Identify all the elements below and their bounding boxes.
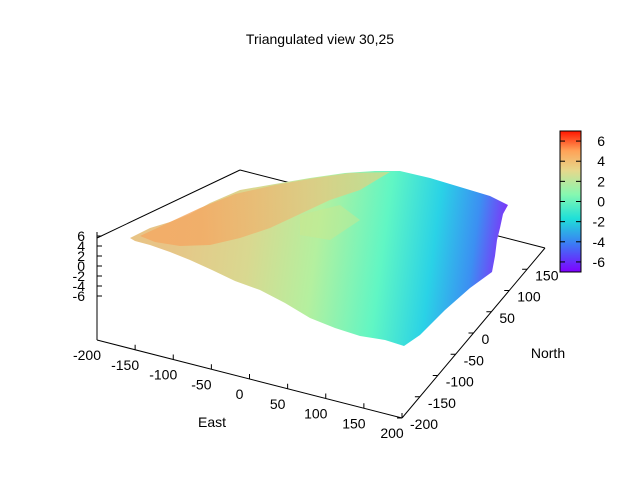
y-tick-label: -150	[428, 395, 456, 411]
y-tick-label: -100	[446, 374, 474, 390]
y-tick-label: 0	[482, 331, 490, 347]
surface-highlight	[300, 205, 360, 240]
y-tick-label: 100	[517, 289, 541, 305]
y-axis-label: North	[531, 345, 565, 361]
x-axis-label: East	[198, 414, 226, 430]
z-tick-label: 0	[77, 258, 85, 274]
z-tick-label: 6	[77, 228, 85, 244]
colorbar: 6 4 2 0 -2 -4 -6	[559, 130, 606, 273]
colorbar-tick-label: -6	[593, 254, 606, 270]
colorbar-tick-label: -4	[593, 234, 606, 250]
y-tick-label: 50	[499, 310, 515, 326]
x-tick-label: 100	[304, 406, 328, 422]
colorbar-tick-label: 2	[597, 173, 605, 189]
surface	[130, 171, 508, 346]
colorbar-tick-label: 6	[597, 133, 605, 149]
z-tick-label: -4	[73, 278, 86, 294]
x-tick-label: 150	[342, 415, 366, 431]
x-tick-label: -200	[73, 347, 101, 363]
x-tick-label: -100	[149, 367, 177, 383]
chart-title: Triangulated view 30,25	[246, 31, 394, 47]
x-tick-label: -50	[191, 376, 211, 392]
z-tick-label: -6	[73, 288, 86, 304]
x-tick-label: 0	[236, 386, 244, 402]
colorbar-tick-label: 0	[597, 194, 605, 210]
x-tick-label: 50	[270, 396, 286, 412]
surface-ridge	[140, 172, 390, 246]
y-tick-label: 150	[535, 267, 559, 283]
y-tick-label: -50	[464, 352, 484, 368]
x-axis: -200 -150 -100 -50 0 50 100 150 200 East	[73, 335, 404, 441]
z-tick-label: 2	[77, 248, 85, 264]
z-tick-label: -2	[73, 268, 86, 284]
colorbar-tick-label: 4	[597, 153, 605, 169]
x-tick-label: 200	[380, 425, 404, 441]
y-tick-label: -200	[410, 416, 438, 432]
x-tick-label: -150	[111, 357, 139, 373]
z-tick-label: 4	[77, 238, 85, 254]
colorbar-tick-label: -2	[593, 214, 606, 230]
